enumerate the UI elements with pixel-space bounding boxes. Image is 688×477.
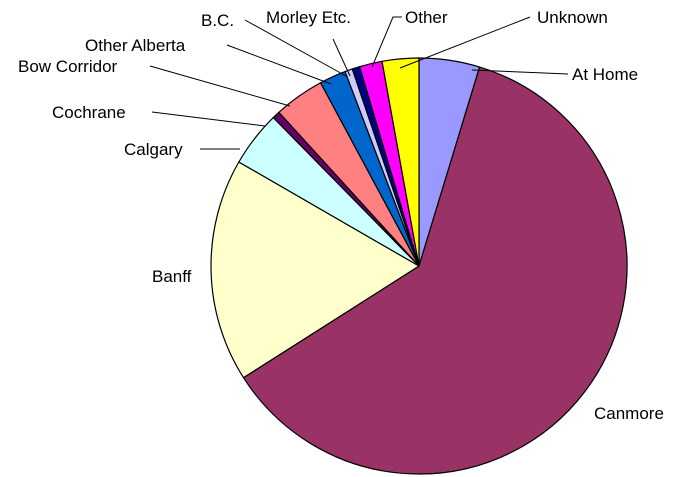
leader-line-other-alberta [226, 44, 332, 85]
slice-label-calgary: Calgary [124, 140, 183, 159]
leader-line-b-c [244, 19, 347, 77]
pie-slice-unknown [381, 57, 420, 267]
slice-label-b-c: B.C. [201, 11, 234, 30]
slice-label-other: Other [405, 8, 448, 27]
slice-label-at-home: At Home [572, 65, 638, 84]
pie-slice-banff [210, 161, 421, 379]
leader-line-other [371, 16, 402, 68]
slice-label-bow-corridor: Bow Corridor [18, 57, 118, 76]
slice-label-canmore: Canmore [594, 404, 664, 423]
leader-line-at-home [471, 69, 569, 75]
leader-line-bow-corridor [149, 65, 291, 107]
pie-slice-canmore [242, 66, 628, 475]
slice-label-other-alberta: Other Alberta [85, 36, 186, 55]
leader-line-cochrane [151, 111, 266, 127]
leader-line-unknown [399, 16, 531, 69]
slice-label-unknown: Unknown [537, 8, 608, 27]
slice-labels: At Home Canmore Banff Calgary Cochrane Bow Co… [18, 8, 664, 423]
leader-lines [149, 16, 569, 150]
slice-label-cochrane: Cochrane [52, 103, 126, 122]
slice-label-morley-etc: Morley Etc. [266, 8, 351, 27]
leader-line-morley-etc [332, 38, 351, 77]
pie-slices [210, 57, 628, 475]
slice-label-banff: Banff [152, 267, 192, 286]
